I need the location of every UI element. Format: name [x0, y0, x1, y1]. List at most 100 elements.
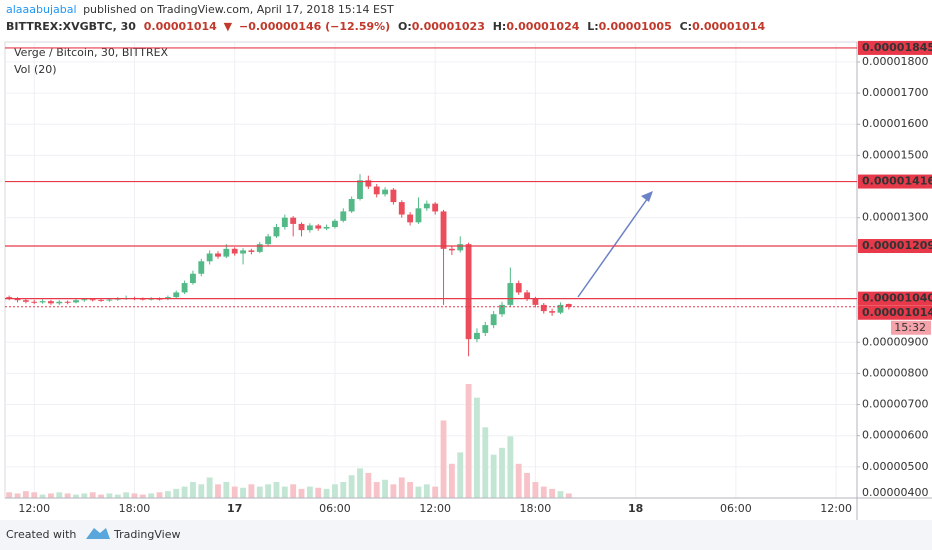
candle-body [56, 301, 63, 304]
volume-bar [465, 384, 472, 498]
volume-bar [306, 486, 313, 498]
volume-bar [474, 397, 480, 498]
footer-bg [0, 520, 932, 550]
candle-body [432, 203, 439, 212]
candle-body [465, 244, 472, 340]
level-label: 0.00001845 [862, 41, 932, 54]
volume-bar [515, 463, 522, 498]
volume-bar [482, 427, 489, 498]
level-label: 0.00001416 [862, 175, 932, 188]
volume-bar [164, 491, 171, 498]
volume-bar [532, 482, 539, 498]
volume-bar [223, 482, 230, 498]
level-label-bg [858, 291, 932, 306]
candle-body [181, 283, 188, 293]
volume-bar [39, 494, 46, 498]
volume-bar [423, 484, 430, 498]
symbol: BITTREX:XVGBTC, 30 [6, 20, 136, 33]
volume-bar [31, 492, 38, 498]
candle-body [565, 303, 572, 307]
candle-body [73, 300, 79, 303]
candle-body [448, 248, 455, 251]
x-tick-label: 18:00 [520, 502, 552, 515]
volume-bar [273, 482, 280, 498]
x-tick-label: 18:00 [119, 502, 151, 515]
volume-bar [499, 447, 505, 498]
volume-bar [340, 482, 347, 498]
volume-bar [507, 436, 514, 498]
volume-bar [148, 493, 155, 498]
y-tick-label: 0.00001600 [862, 117, 928, 130]
volume-bar [73, 494, 79, 498]
volume-bar [139, 494, 146, 498]
author[interactable]: alaaabujabal [6, 3, 77, 16]
x-tick-label: 12:00 [18, 502, 50, 515]
volume-bar [265, 484, 272, 498]
candle-body [407, 214, 414, 223]
volume-bar [198, 484, 205, 498]
footer-brand[interactable]: TradingView [113, 528, 180, 541]
volume-bar [348, 475, 355, 498]
volume-bar [231, 486, 238, 498]
x-tick-label: 18 [628, 502, 643, 515]
level-label: 0.00001040 [862, 292, 932, 305]
change-arrow: ▼ [224, 20, 233, 33]
volume-bar [81, 493, 88, 498]
candle-body [281, 217, 288, 228]
volume-bar [56, 492, 63, 498]
candle-body [440, 211, 447, 249]
volume-bar [290, 484, 297, 498]
volume-bar [549, 488, 556, 498]
candle-body [390, 189, 397, 203]
volume-bar [365, 472, 372, 498]
candle-body [315, 225, 322, 229]
last-price: 0.00001014 [144, 20, 217, 33]
brand-logo [86, 528, 110, 539]
volume-bar [206, 477, 213, 498]
candle-body [474, 332, 480, 340]
header-bg [0, 0, 932, 40]
ohlc-line: BITTREX:XVGBTC, 30 0.00001014 ▼ −0.00000… [6, 20, 765, 33]
volume-bar [156, 492, 163, 498]
candle-body [206, 253, 213, 262]
candle-body [81, 299, 88, 301]
level-label: 0.00001209 [862, 239, 932, 252]
x-tick-label: 17 [227, 502, 242, 515]
current-price-label: 0.00001014 [862, 306, 932, 319]
candle-body [39, 301, 46, 303]
candle-body [482, 325, 489, 333]
candle-body [22, 300, 29, 302]
volume-bar [181, 486, 188, 498]
candle-body [106, 299, 113, 301]
open-label: O: [398, 20, 412, 33]
candle-body [373, 186, 380, 195]
current-price-bg [858, 305, 932, 320]
candle-body [265, 236, 272, 245]
candle-body [298, 223, 305, 231]
level-label-bg [858, 174, 932, 189]
volume-bar [173, 488, 180, 498]
low-label: L: [587, 20, 598, 33]
volume-bar [357, 468, 363, 498]
candle-body [540, 304, 547, 312]
y-tick-label: 0.00000900 [862, 335, 928, 348]
change: −0.00000146 (−12.59%) [239, 20, 390, 33]
candle-body [323, 227, 330, 229]
volume-bar [557, 491, 564, 498]
header-line: alaaabujabal published on TradingView.co… [6, 3, 394, 16]
candle-body [89, 299, 96, 301]
candle-body [532, 298, 539, 305]
volume-bar [98, 494, 104, 498]
y-tick-label: 0.00001500 [862, 148, 928, 161]
volume-bar [490, 454, 497, 498]
volume-bar [407, 482, 414, 498]
level-label-bg [858, 239, 932, 254]
indicator-label: Vol (20) [14, 63, 57, 76]
high-value: 0.00001024 [506, 20, 579, 33]
close-label: C: [680, 20, 692, 33]
y-tick-label: 0.00000600 [862, 429, 928, 442]
volume-bar [114, 494, 121, 498]
volume-bar [432, 486, 439, 498]
candle-body [198, 261, 205, 274]
